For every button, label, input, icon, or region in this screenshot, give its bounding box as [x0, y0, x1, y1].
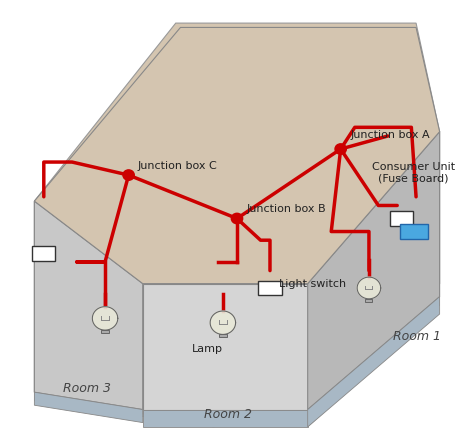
Text: Light switch: Light switch: [279, 279, 346, 288]
FancyBboxPatch shape: [400, 224, 428, 239]
Text: Junction box B: Junction box B: [246, 204, 326, 214]
Polygon shape: [35, 201, 143, 414]
Text: Junction box A: Junction box A: [350, 130, 430, 140]
Polygon shape: [308, 297, 439, 427]
Circle shape: [123, 170, 134, 180]
Polygon shape: [143, 284, 308, 409]
FancyBboxPatch shape: [219, 334, 227, 337]
Text: Room 3: Room 3: [63, 382, 110, 395]
Polygon shape: [35, 23, 439, 284]
Circle shape: [335, 144, 346, 154]
Text: Consumer Unit
(Fuse Board): Consumer Unit (Fuse Board): [372, 162, 455, 184]
Text: Room 1: Room 1: [392, 330, 440, 343]
Polygon shape: [35, 201, 143, 409]
FancyBboxPatch shape: [365, 299, 373, 302]
FancyBboxPatch shape: [391, 211, 413, 226]
Polygon shape: [210, 311, 236, 334]
Polygon shape: [308, 132, 439, 414]
Text: Room 2: Room 2: [204, 408, 252, 421]
Polygon shape: [308, 284, 439, 427]
FancyBboxPatch shape: [32, 246, 55, 260]
Polygon shape: [35, 392, 308, 427]
Circle shape: [231, 213, 243, 224]
Polygon shape: [35, 28, 439, 284]
Text: Lamp: Lamp: [192, 344, 223, 354]
Polygon shape: [357, 277, 381, 299]
Text: Junction box C: Junction box C: [138, 161, 218, 171]
FancyBboxPatch shape: [101, 330, 109, 333]
Polygon shape: [92, 307, 118, 330]
Polygon shape: [35, 392, 143, 423]
Polygon shape: [143, 409, 308, 427]
FancyBboxPatch shape: [258, 281, 282, 295]
Polygon shape: [308, 132, 439, 409]
Polygon shape: [143, 284, 308, 414]
